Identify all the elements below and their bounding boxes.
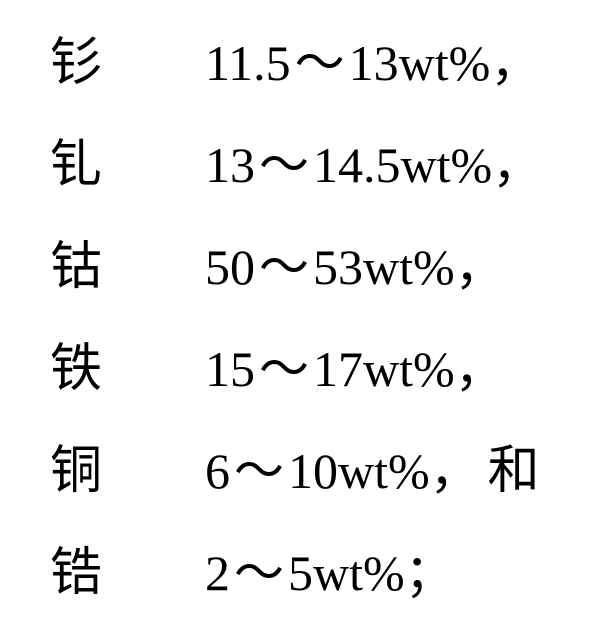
range-low: 2	[205, 545, 230, 601]
table-row: 钴 50～53wt%，	[50, 224, 550, 288]
range-high: 53	[313, 239, 363, 295]
unit-text: wt%	[399, 35, 491, 91]
range-high: 5	[288, 545, 313, 601]
unit-text: wt%	[338, 443, 430, 499]
range-high: 17	[313, 341, 363, 397]
punct-text: ，	[455, 341, 505, 397]
element-range: 15～17wt%，	[205, 329, 513, 401]
range-high: 13	[349, 35, 399, 91]
unit-text: wt%	[363, 341, 455, 397]
unit-text: wt%	[313, 545, 405, 601]
range-low: 13	[205, 137, 255, 193]
table-row: 铜 6～10wt%，和	[50, 428, 550, 492]
element-label: 锆	[50, 530, 205, 605]
range-low: 15	[205, 341, 255, 397]
range-low: 50	[205, 239, 255, 295]
punct-text: ，	[455, 239, 505, 295]
tilde-glyph: ～	[259, 137, 309, 193]
punct-text: ，	[492, 137, 542, 193]
punct-text: ；	[405, 545, 455, 601]
range-low: 11.5	[205, 35, 291, 91]
element-label: 钐	[50, 20, 205, 95]
range-high: 14.5	[313, 137, 401, 193]
element-label: 铜	[50, 428, 205, 503]
table-row: 钆 13～14.5wt%，	[50, 122, 550, 186]
element-range: 11.5～13wt%，	[205, 23, 548, 95]
table-row: 钐 11.5～13wt%，	[50, 20, 550, 84]
table-row: 锆 2～5wt%；	[50, 530, 550, 594]
suffix-text: 和	[488, 443, 540, 500]
tilde-glyph: ～	[234, 443, 284, 499]
element-label: 钴	[50, 224, 205, 299]
element-range: 6～10wt%，和	[205, 428, 540, 503]
range-low: 6	[205, 443, 230, 499]
element-range: 13～14.5wt%，	[205, 125, 550, 197]
tilde-glyph: ～	[259, 239, 309, 295]
composition-list: 钐 11.5～13wt%， 钆 13～14.5wt%， 钴 50～53wt%， …	[50, 20, 550, 632]
tilde-glyph: ～	[295, 35, 345, 91]
element-range: 2～5wt%；	[205, 533, 463, 605]
tilde-glyph: ～	[234, 545, 284, 601]
range-high: 10	[288, 443, 338, 499]
element-label: 铁	[50, 326, 205, 401]
table-row: 铁 15～17wt%，	[50, 326, 550, 390]
unit-text: wt%	[363, 239, 455, 295]
element-range: 50～53wt%，	[205, 227, 513, 299]
unit-text: wt%	[401, 137, 493, 193]
tilde-glyph: ～	[259, 341, 309, 397]
punct-text: ，	[430, 443, 480, 499]
element-label: 钆	[50, 122, 205, 197]
punct-text: ，	[490, 35, 540, 91]
